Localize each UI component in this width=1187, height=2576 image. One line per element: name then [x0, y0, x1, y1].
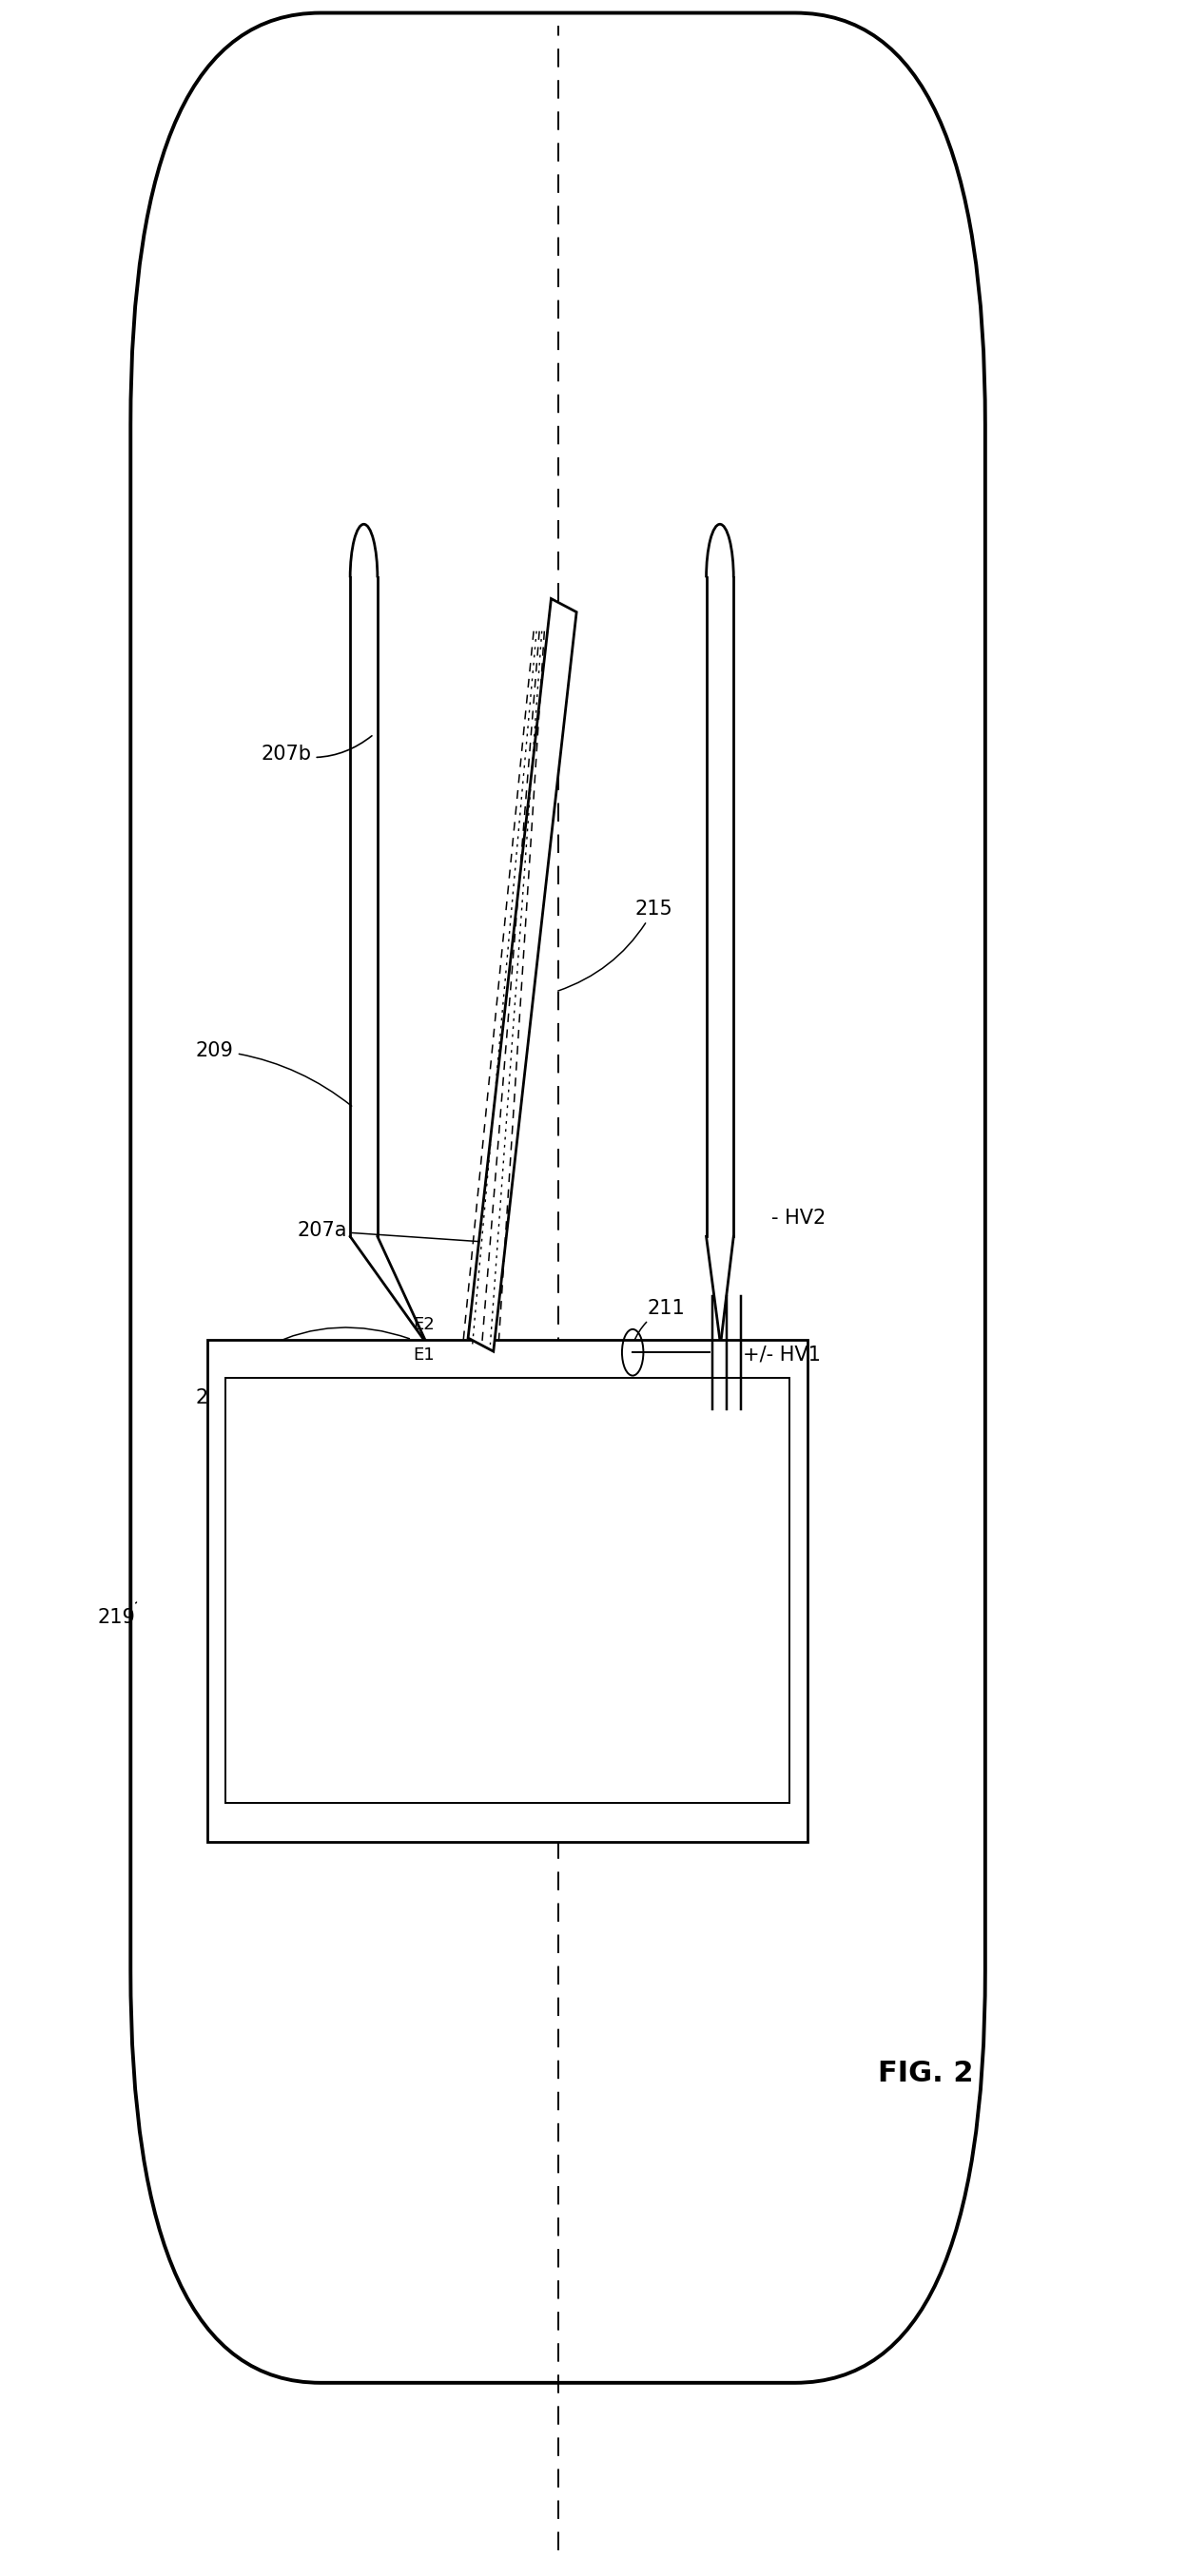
- Text: 219: 219: [97, 1602, 137, 1625]
- Text: 211: 211: [634, 1298, 685, 1342]
- Text: 203: 203: [196, 1350, 401, 1406]
- Text: +/- HV1: +/- HV1: [743, 1345, 821, 1363]
- Bar: [226, 1378, 789, 1803]
- Text: - HV2: - HV2: [772, 1208, 826, 1226]
- Text: 209: 209: [196, 1041, 351, 1105]
- Polygon shape: [468, 598, 577, 1352]
- Text: 205: 205: [226, 1327, 410, 1368]
- Text: E1: E1: [413, 1347, 434, 1363]
- Text: 207b: 207b: [261, 737, 372, 762]
- Text: 215: 215: [558, 899, 673, 992]
- Text: FIG. 2: FIG. 2: [878, 2061, 973, 2087]
- Text: E2: E2: [413, 1316, 434, 1332]
- Text: 201: 201: [231, 1633, 273, 1708]
- Bar: [208, 1340, 807, 1842]
- Text: 207a: 207a: [297, 1221, 478, 1242]
